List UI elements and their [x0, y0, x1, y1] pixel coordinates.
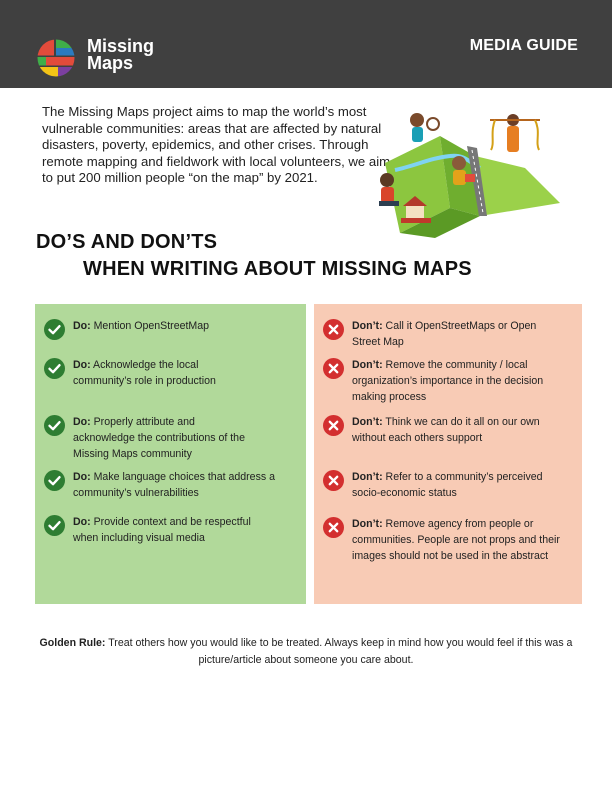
dont-label: Don’t:: [352, 518, 383, 530]
dont-label: Don’t:: [352, 416, 383, 428]
do-label: Do:: [73, 359, 91, 371]
media-guide-label: MEDIA GUIDE: [469, 37, 578, 54]
x-circle-icon: [323, 415, 344, 436]
dont-item-text: Don’t: Think we can do it all on our own…: [352, 414, 572, 446]
do-label: Do:: [73, 416, 91, 428]
dont-label: Don’t:: [352, 320, 383, 332]
dont-description: Remove the community / local organizatio…: [352, 359, 544, 403]
do-item-text: Do: Provide context and be respectful wh…: [73, 514, 278, 546]
dont-description: Refer to a community’s perceived socio-e…: [352, 471, 543, 499]
page-header: Missing Maps MEDIA GUIDE: [0, 0, 612, 88]
dont-item-text: Don’t: Call it OpenStreetMaps or Open St…: [352, 318, 537, 350]
dont-item-text: Don’t: Refer to a community’s perceived …: [352, 469, 572, 501]
brand-name: Missing Maps: [87, 36, 155, 73]
do-item-text: Do: Mention OpenStreetMap: [73, 318, 295, 334]
dont-label: Don’t:: [352, 471, 383, 483]
check-circle-icon: [44, 358, 65, 379]
dont-description: Think we can do it all on our own withou…: [352, 416, 540, 444]
do-item-text: Do: Properly attribute and acknowledge t…: [73, 414, 258, 462]
do-description: Mention OpenStreetMap: [93, 320, 210, 332]
x-circle-icon: [323, 358, 344, 379]
do-item-text: Do: Make language choices that address a…: [73, 469, 278, 501]
x-circle-icon: [323, 517, 344, 538]
do-description: Make language choices that address a com…: [73, 471, 275, 499]
do-item-text: Do: Acknowledge the local community’s ro…: [73, 357, 243, 389]
check-circle-icon: [44, 319, 65, 340]
check-circle-icon: [44, 515, 65, 536]
dont-description: Call it OpenStreetMaps or Open Street Ma…: [352, 320, 537, 348]
brand-line-1: Missing: [87, 36, 155, 56]
golden-rule: Golden Rule: Treat others how you would …: [30, 635, 582, 669]
golden-rule-label: Golden Rule:: [39, 637, 106, 649]
intro-paragraph: The Missing Maps project aims to map the…: [42, 104, 391, 186]
brand-line-2: Maps: [87, 53, 134, 73]
missing-maps-logo-icon: [36, 39, 76, 77]
dont-description: Remove agency from people or communities…: [352, 518, 560, 562]
check-circle-icon: [44, 470, 65, 491]
dont-item-text: Don’t: Remove agency from people or comm…: [352, 516, 564, 564]
do-description: Provide context and be respectful when i…: [73, 516, 251, 544]
donts-panel: Don’t: Call it OpenStreetMaps or Open St…: [314, 304, 582, 604]
do-label: Do:: [73, 516, 91, 528]
do-label: Do:: [73, 471, 91, 483]
dos-panel: Do: Mention OpenStreetMap Do: Acknowledg…: [35, 304, 306, 604]
do-description: Acknowledge the local community’s role i…: [73, 359, 216, 387]
dont-label: Don’t:: [352, 359, 383, 371]
x-circle-icon: [323, 319, 344, 340]
check-circle-icon: [44, 415, 65, 436]
dont-item-text: Don’t: Remove the community / local orga…: [352, 357, 572, 405]
mapping-illustration: [379, 113, 560, 238]
do-label: Do:: [73, 320, 91, 332]
section-heading-line-1: DO’S AND DON’TS: [36, 231, 218, 253]
golden-rule-text: Treat others how you would like to be tr…: [108, 637, 573, 666]
section-heading-line-2: WHEN WRITING ABOUT MISSING MAPS: [83, 258, 472, 280]
x-circle-icon: [323, 470, 344, 491]
do-description: Properly attribute and acknowledge the c…: [73, 416, 245, 460]
